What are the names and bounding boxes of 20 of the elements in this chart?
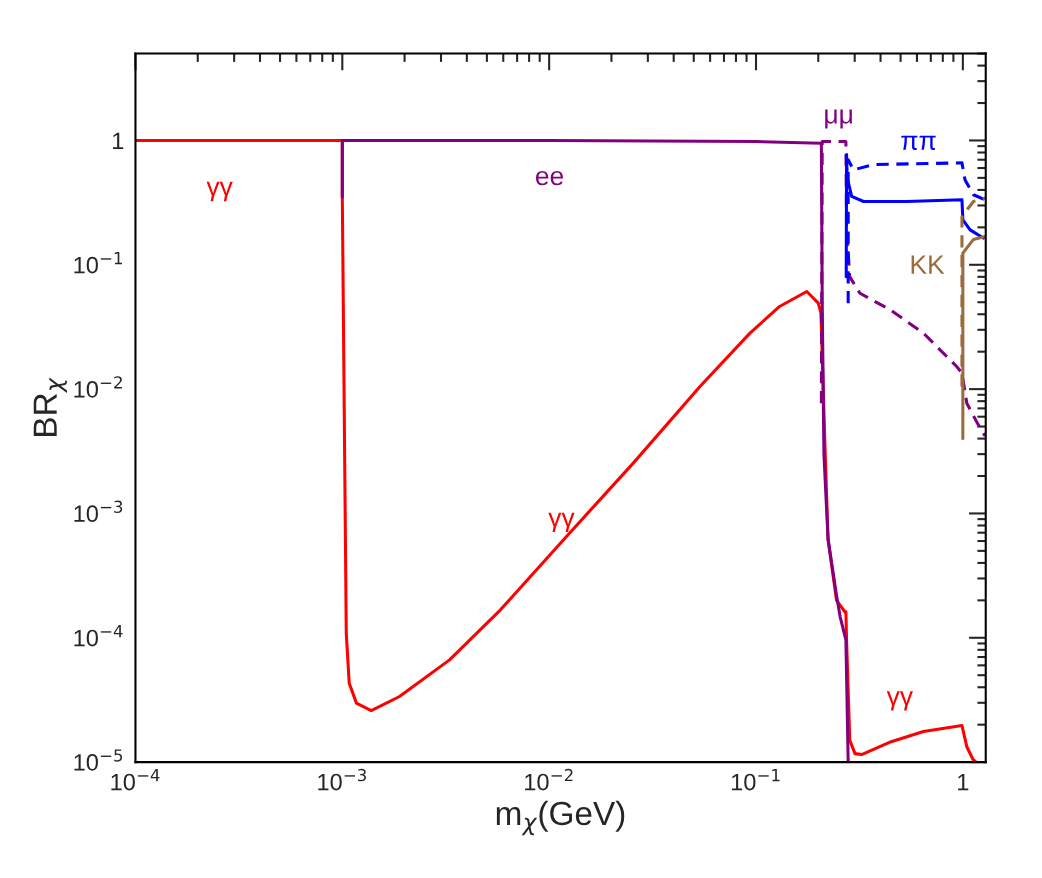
x-axis-title: m$_{χ}$(GeV) [496,800,625,836]
series-label: γγ [548,512,575,533]
series-label: KK [911,255,945,274]
y-tick-label: 10$^{−4}$ [74,625,123,647]
series-label: μμ [825,109,852,129]
y-tick-label: 10$^{−5}$ [74,749,123,771]
y-tick-label: 1 [113,132,124,150]
y-tick-label: 10$^{−2}$ [74,376,122,398]
series-label: ππ [901,135,936,150]
y-tick-label: 10$^{−3}$ [74,500,123,523]
x-tick-label: 10$^{−2}$ [525,768,573,791]
text: γγ [886,691,913,711]
x-tick-label: 10$^{−4}$ [111,769,160,791]
text: γγ [206,181,233,202]
x-tick-label: 10$^{−1}$ [731,769,780,791]
series-label: ee [535,170,564,186]
x-tick-label: 1 [958,774,969,791]
x-tick-label: 10$^{−3}$ [318,768,366,791]
y-axis-title: BR$_{χ}$ [33,377,68,436]
y-tick-label: 10$^{−1}$ [74,252,122,274]
